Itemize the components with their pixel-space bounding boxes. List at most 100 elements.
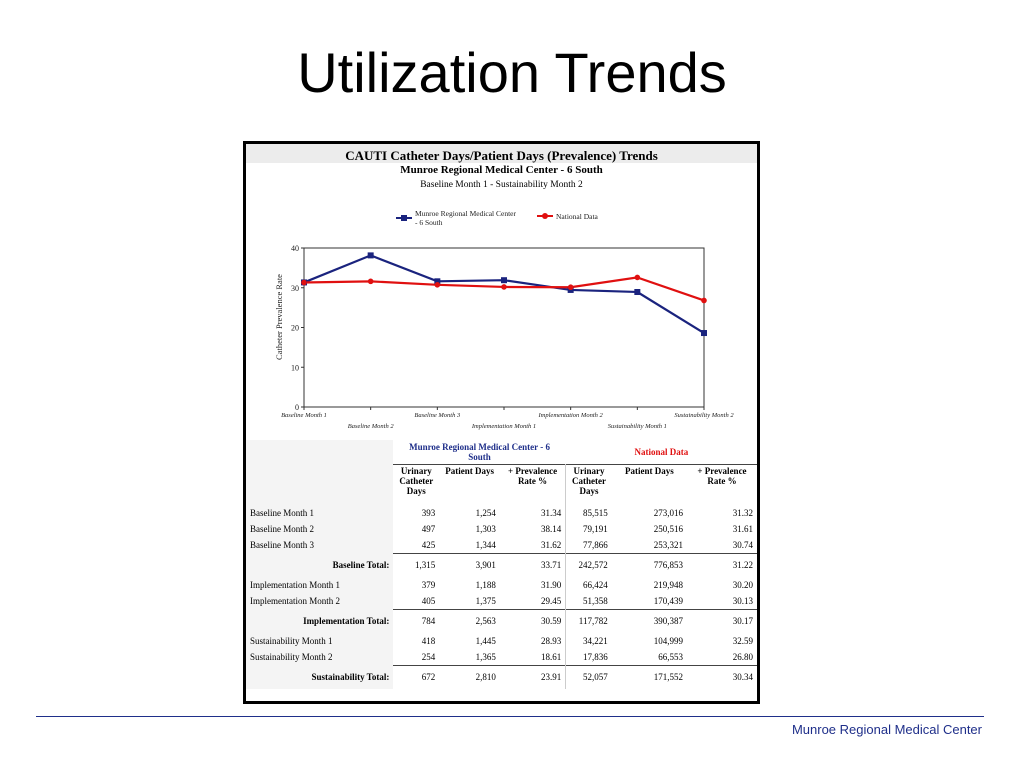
row-label: Sustainability Month 2 bbox=[250, 652, 333, 662]
cell-n-cd: 85,515 bbox=[565, 505, 612, 521]
x-tick-label: Implementation Month 2 bbox=[538, 412, 604, 419]
x-tick-label: Baseline Month 1 bbox=[281, 412, 327, 419]
footer-divider bbox=[36, 716, 984, 717]
cell-n-pd: 390,387 bbox=[611, 608, 687, 633]
group-header-munroe: Munroe Regional Medical Center - 6 South bbox=[393, 440, 566, 465]
table-total-row: Implementation Total: 784 2,563 30.59 117,78… bbox=[246, 608, 757, 633]
cell-n-rate: 30.17 bbox=[686, 608, 757, 633]
col-header-patient-days-national: Patient Days bbox=[611, 464, 687, 505]
legend-marker-munroe bbox=[401, 215, 407, 221]
cell-n-pd: 170,439 bbox=[611, 593, 687, 609]
row-label: Implementation Month 2 bbox=[250, 596, 340, 606]
data-point-munroe bbox=[367, 252, 374, 259]
chart-header: CAUTI Catheter Days/Patient Days (Preval… bbox=[246, 144, 757, 192]
cell-m-cd: 497 bbox=[393, 521, 440, 537]
table-row: Sustainability Month 2 254 1,365 18.61 17,83… bbox=[246, 649, 757, 665]
cell-n-rate: 30.74 bbox=[686, 537, 757, 553]
cell-m-rate: 31.62 bbox=[499, 537, 567, 553]
chart-plot-area bbox=[301, 252, 707, 337]
row-label: Baseline Month 1 bbox=[250, 508, 314, 518]
table-total-row: Baseline Total: 1,315 3,901 33.71 242,572 776… bbox=[246, 552, 757, 577]
col-header-patient-days: Patient Days bbox=[439, 464, 500, 505]
cell-n-cd: 79,191 bbox=[565, 521, 612, 537]
table-row: Baseline Month 2 497 1,303 38.14 79,191 250,5… bbox=[246, 521, 757, 537]
plot-frame bbox=[303, 247, 705, 408]
cell-n-cd: 52,057 bbox=[565, 664, 612, 689]
y-tick-label: 40 bbox=[291, 244, 299, 253]
chart-panel: CAUTI Catheter Days/Patient Days (Preval… bbox=[243, 141, 760, 704]
cell-m-rate: 29.45 bbox=[499, 593, 567, 609]
y-tick-label: 30 bbox=[291, 284, 299, 293]
data-point-munroe bbox=[434, 278, 441, 285]
data-point-national bbox=[367, 278, 374, 285]
cell-n-rate: 32.59 bbox=[686, 633, 757, 649]
cell-m-cd: 425 bbox=[393, 537, 440, 553]
cell-n-cd: 242,572 bbox=[565, 552, 612, 577]
table-corner-2 bbox=[246, 465, 393, 506]
cell-m-rate: 31.90 bbox=[499, 577, 567, 593]
cell-m-rate: 33.71 bbox=[499, 552, 567, 577]
x-tick-label: Baseline Month 2 bbox=[348, 423, 395, 430]
cell-m-pd: 1,445 bbox=[439, 633, 500, 649]
cell-n-pd: 171,552 bbox=[611, 664, 687, 689]
col-header-prevalence-rate-national: + Prevalence Rate % bbox=[686, 464, 757, 505]
data-table: Munroe Regional Medical Center - 6 South… bbox=[246, 440, 757, 689]
line-chart: Munroe Regional Medical Center - 6 South… bbox=[274, 209, 734, 430]
cell-m-pd: 1,365 bbox=[439, 649, 500, 665]
x-tick-label: Sustainability Month 1 bbox=[608, 423, 667, 430]
y-tick-label: 20 bbox=[291, 324, 299, 333]
table-total-row: Sustainability Total: 672 2,810 23.91 52,057… bbox=[246, 664, 757, 689]
col-header-catheter-days-national: Urinary Catheter Days bbox=[565, 464, 612, 505]
group-header-national: National Data bbox=[565, 440, 757, 465]
col-header-catheter-days: Urinary Catheter Days bbox=[393, 464, 440, 505]
cell-m-pd: 1,375 bbox=[439, 593, 500, 609]
legend-marker-national bbox=[542, 213, 548, 219]
y-tick-label: 10 bbox=[291, 363, 299, 372]
table-row: Implementation Month 2 405 1,375 29.45 51,35… bbox=[246, 593, 757, 609]
cell-n-cd: 77,866 bbox=[565, 537, 612, 553]
cell-m-pd: 1,254 bbox=[439, 505, 500, 521]
y-tick-label: 0 bbox=[295, 403, 299, 412]
data-point-munroe bbox=[701, 330, 707, 337]
cell-n-cd: 117,782 bbox=[565, 608, 612, 633]
cell-m-rate: 30.59 bbox=[499, 608, 567, 633]
slide-title: Utilization Trends bbox=[297, 41, 727, 104]
cell-n-pd: 219,948 bbox=[611, 577, 687, 593]
cell-m-rate: 23.91 bbox=[499, 664, 567, 689]
row-label: Baseline Total: bbox=[332, 560, 390, 570]
cell-n-pd: 253,321 bbox=[611, 537, 687, 553]
cell-m-cd: 1,315 bbox=[393, 552, 440, 577]
legend-label-munroe: Munroe Regional Medical Center bbox=[415, 209, 517, 218]
cell-n-pd: 66,553 bbox=[611, 649, 687, 665]
data-point-national bbox=[301, 279, 307, 286]
cell-n-cd: 66,424 bbox=[565, 577, 612, 593]
cell-m-cd: 379 bbox=[393, 577, 440, 593]
cell-m-pd: 3,901 bbox=[439, 552, 500, 577]
cell-m-rate: 38.14 bbox=[499, 521, 567, 537]
data-point-munroe bbox=[501, 277, 507, 284]
cell-m-rate: 18.61 bbox=[499, 649, 567, 665]
cell-m-pd: 2,810 bbox=[439, 664, 500, 689]
footer-organization: Munroe Regional Medical Center bbox=[791, 722, 982, 737]
cell-n-cd: 34,221 bbox=[565, 633, 612, 649]
cell-n-cd: 17,836 bbox=[565, 649, 612, 665]
chart-date-range: Baseline Month 1 - Sustainability Month … bbox=[246, 178, 757, 192]
series-line-munroe bbox=[303, 254, 705, 334]
cell-m-cd: 672 bbox=[393, 664, 440, 689]
cell-m-cd: 393 bbox=[393, 505, 440, 521]
table-row: Baseline Month 3 425 1,344 31.62 77,866 253,3… bbox=[246, 537, 757, 553]
data-point-national bbox=[501, 284, 507, 290]
cell-m-pd: 2,563 bbox=[439, 608, 500, 633]
row-label: Baseline Month 2 bbox=[250, 524, 314, 534]
chart-legend: Munroe Regional Medical Center - 6 South… bbox=[396, 209, 599, 227]
cell-m-pd: 1,344 bbox=[439, 537, 500, 553]
cell-n-rate: 30.13 bbox=[686, 593, 757, 609]
cell-m-pd: 1,188 bbox=[439, 577, 500, 593]
cell-n-pd: 776,853 bbox=[611, 552, 687, 577]
legend-label-munroe-line2: - 6 South bbox=[415, 218, 443, 227]
row-label: Implementation Total: bbox=[303, 616, 390, 626]
data-point-national bbox=[701, 297, 707, 304]
data-point-munroe bbox=[634, 289, 641, 296]
chart-subtitle: Munroe Regional Medical Center - 6 South bbox=[246, 163, 757, 178]
legend-label-national: National Data bbox=[556, 212, 599, 221]
